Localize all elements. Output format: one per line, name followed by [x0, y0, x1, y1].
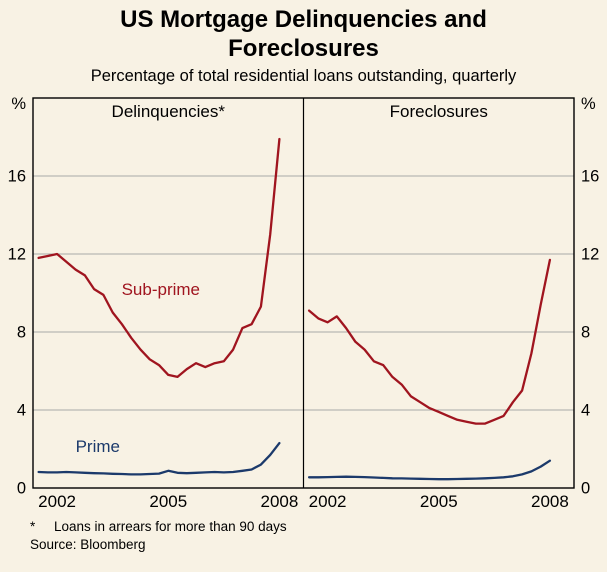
- y-tick-label-left: 4: [17, 401, 26, 419]
- panel-title: Foreclosures: [390, 102, 488, 121]
- line-prime-foreclosures: [307, 459, 552, 480]
- source-note: Source: Bloomberg: [30, 536, 146, 552]
- x-tick-label: 2002: [38, 492, 76, 511]
- y-tick-label-left: 12: [8, 245, 26, 263]
- series-label-sub-prime: Sub-prime: [122, 279, 200, 298]
- x-tick-label: 2005: [420, 492, 458, 511]
- panel-title: Delinquencies*: [112, 102, 226, 121]
- y-tick-label-right: 0: [581, 479, 590, 497]
- footnote-block: * Loans in arrears for more than 90 days …: [0, 518, 607, 554]
- line-prime-delinquencies: [37, 441, 281, 476]
- footnote-marker: *: [30, 518, 36, 534]
- chart-subtitle: Percentage of total residential loans ou…: [90, 66, 517, 85]
- x-tick-label: 2008: [260, 492, 298, 511]
- y-tick-label-right: 8: [581, 323, 590, 341]
- x-tick-label: 2008: [531, 492, 569, 511]
- footnote-text: Loans in arrears for more than 90 days: [54, 518, 287, 534]
- y-tick-label-right: 12: [581, 245, 599, 263]
- y-tick-label-left: 8: [17, 323, 26, 341]
- y-tick-label-right: 4: [581, 401, 590, 419]
- unit-label-left: %: [11, 95, 26, 113]
- x-tick-label: 2002: [309, 492, 347, 511]
- unit-label-right: %: [581, 95, 596, 113]
- line-sub-prime-delinquencies: [37, 137, 281, 378]
- page: { "header": { "title": "US Mortgage Deli…: [0, 6, 607, 572]
- x-tick-label: 2005: [149, 492, 187, 511]
- chart-title: US Mortgage Delinquencies and Foreclosur…: [120, 6, 487, 62]
- two-panel-line-chart: 2002 2005 2008 Sub-prime Prime Delinquencies*…: [8, 95, 600, 511]
- y-tick-label-left: 16: [8, 167, 26, 185]
- y-tick-label-left: 0: [17, 479, 26, 497]
- footnote: * Loans in arrears for more than 90 days: [30, 518, 607, 536]
- line-sub-prime-foreclosures: [307, 258, 552, 425]
- y-tick-label-right: 16: [581, 167, 599, 185]
- series-label-prime: Prime: [76, 436, 120, 455]
